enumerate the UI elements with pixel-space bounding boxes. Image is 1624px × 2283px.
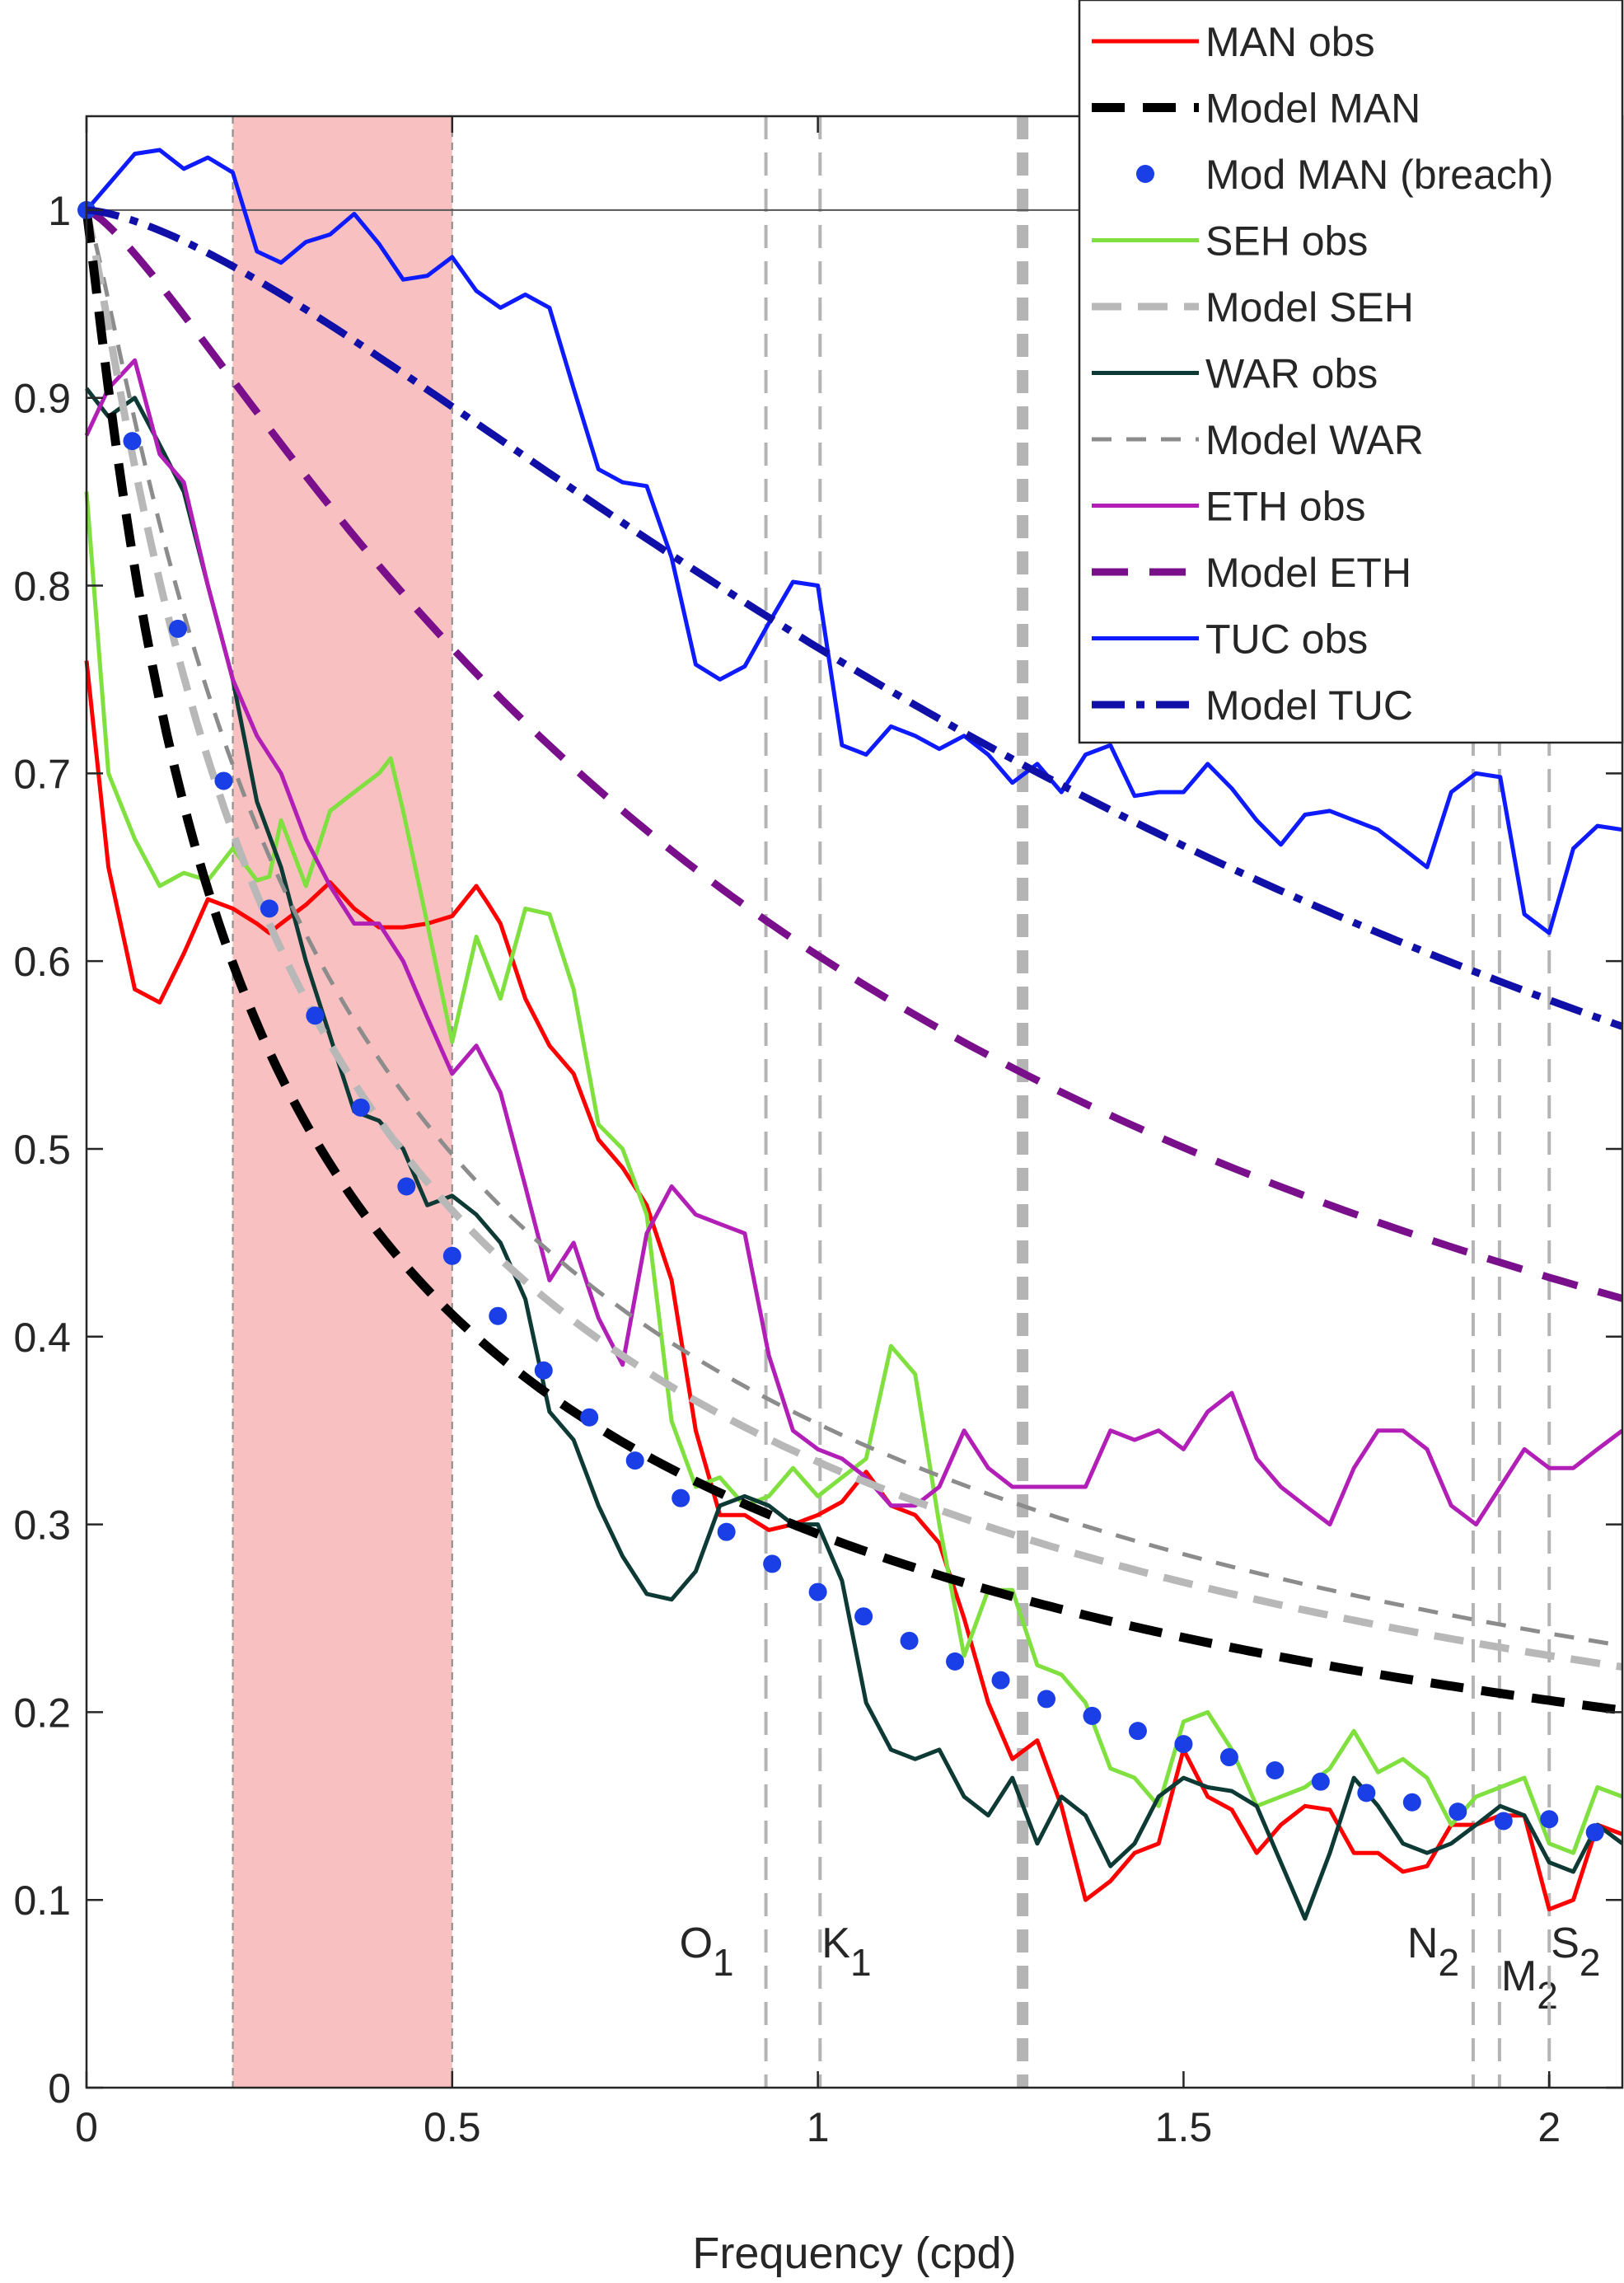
- x-tick-label: 1.5: [1155, 2104, 1213, 2150]
- y-tick-label: 0.4: [13, 1315, 71, 1361]
- series-line: [86, 206, 1624, 1030]
- data-point: [1083, 1706, 1102, 1725]
- data-point: [534, 1361, 553, 1380]
- legend-label: Model MAN: [1205, 86, 1420, 132]
- data-point: [717, 1522, 736, 1541]
- data-point: [489, 1306, 508, 1325]
- data-point: [854, 1607, 873, 1626]
- tidal-label: M2: [1501, 1953, 1558, 2017]
- data-point: [1402, 1793, 1421, 1812]
- legend-label: Mod MAN (breach): [1205, 152, 1553, 198]
- data-point: [1266, 1761, 1285, 1780]
- data-point: [442, 1246, 461, 1265]
- data-point: [1311, 1772, 1330, 1791]
- data-point: [306, 1006, 325, 1025]
- tidal-label-letter: S: [1551, 1920, 1580, 1967]
- legend-label: Model ETH: [1205, 550, 1411, 596]
- data-point: [1585, 1823, 1604, 1842]
- y-tick-label: 0.9: [13, 376, 71, 422]
- data-point: [580, 1408, 599, 1427]
- data-point: [123, 432, 142, 451]
- x-axis-label: Frequency (cpd): [692, 2229, 1016, 2278]
- series-line: [84, 660, 1623, 1912]
- y-tick-label: 0.8: [13, 564, 71, 610]
- legend-label: Model SEH: [1205, 284, 1414, 330]
- legend-label: ETH obs: [1205, 484, 1366, 530]
- tidal-label: K1: [821, 1920, 871, 1984]
- tidal-label-letter: N: [1407, 1920, 1439, 1967]
- tidal-label: N2: [1407, 1920, 1459, 1984]
- y-tick-label: 0.7: [13, 751, 71, 797]
- data-point: [168, 619, 187, 638]
- legend-label: Model WAR: [1205, 417, 1424, 463]
- data-point: [1128, 1722, 1147, 1741]
- tidal-label-subscript: 2: [1580, 1941, 1601, 1984]
- x-tick-label: 2: [1537, 2104, 1561, 2150]
- tidal-label: S2: [1551, 1920, 1600, 1984]
- data-point: [260, 899, 278, 918]
- legend-label: MAN obs: [1205, 19, 1375, 65]
- series-line: [82, 209, 1623, 1671]
- data-point: [1448, 1802, 1467, 1821]
- y-tick-label: 0.3: [13, 1502, 71, 1549]
- data-point: [946, 1652, 965, 1671]
- series-line: [85, 148, 1623, 935]
- tidal-label-subscript: 1: [850, 1941, 872, 1984]
- data-point: [900, 1631, 919, 1650]
- data-point: [763, 1554, 782, 1573]
- legend-label: SEH obs: [1205, 218, 1368, 265]
- legend-label: WAR obs: [1205, 351, 1378, 397]
- series-line: [82, 209, 1623, 1715]
- tidal-label-letter: M: [1501, 1953, 1537, 2000]
- data-point: [1037, 1690, 1055, 1709]
- data-point: [672, 1488, 690, 1507]
- x-tick-label: 0: [75, 2104, 98, 2150]
- legend-label: TUC obs: [1205, 616, 1368, 663]
- tidal-label-subscript: 1: [713, 1941, 734, 1984]
- series-line: [84, 491, 1623, 1855]
- series-line: [84, 358, 1624, 1527]
- x-tick-label: 0.5: [424, 2104, 481, 2150]
- y-tick-label: 1: [48, 188, 71, 234]
- data-point: [1494, 1812, 1513, 1831]
- series-line: [84, 206, 1624, 1302]
- y-tick-label: 0.1: [13, 1877, 71, 1924]
- data-point: [991, 1671, 1010, 1690]
- series-line: [84, 209, 1623, 1648]
- tidal-label-subscript: 2: [1537, 1974, 1558, 2017]
- data-point: [1357, 1784, 1376, 1802]
- shaded-band: [232, 116, 452, 2088]
- shaded-band-layer: [232, 116, 453, 2088]
- x-tick-label: 1: [807, 2104, 830, 2150]
- tidal-label-letter: O: [680, 1920, 713, 1967]
- plot-frame: [85, 115, 1624, 2089]
- tidal-label: O1: [680, 1920, 734, 1984]
- legend-label: Model TUC: [1205, 682, 1413, 729]
- data-point: [1174, 1735, 1193, 1754]
- tidal-label-subscript: 2: [1438, 1941, 1459, 1984]
- axis-ticks-layer: 0 0.5 1 1.5 2 0 0.1 0.2 0.3 0.4 0.5 0.6 0.7 0.8 0.9 1: [13, 116, 1622, 2150]
- y-tick-label: 0.2: [13, 1690, 71, 1736]
- series-layer: [77, 148, 1624, 1921]
- data-point: [1219, 1748, 1238, 1767]
- data-point: [625, 1451, 644, 1470]
- y-tick-label: 0.6: [13, 939, 71, 985]
- tidal-label-letter: K: [821, 1920, 850, 1967]
- data-point: [351, 1098, 370, 1117]
- data-point: [1540, 1810, 1559, 1829]
- data-point: [397, 1177, 416, 1196]
- data-point: [214, 771, 233, 790]
- legend-swatch: [1136, 165, 1154, 183]
- y-tick-label: 0.5: [13, 1127, 71, 1173]
- legend: MAN obs Model MAN Mod MAN (breach) SEH obs M…: [1078, 0, 1624, 744]
- data-point: [808, 1582, 827, 1601]
- y-tick-label: 0: [48, 2065, 71, 2112]
